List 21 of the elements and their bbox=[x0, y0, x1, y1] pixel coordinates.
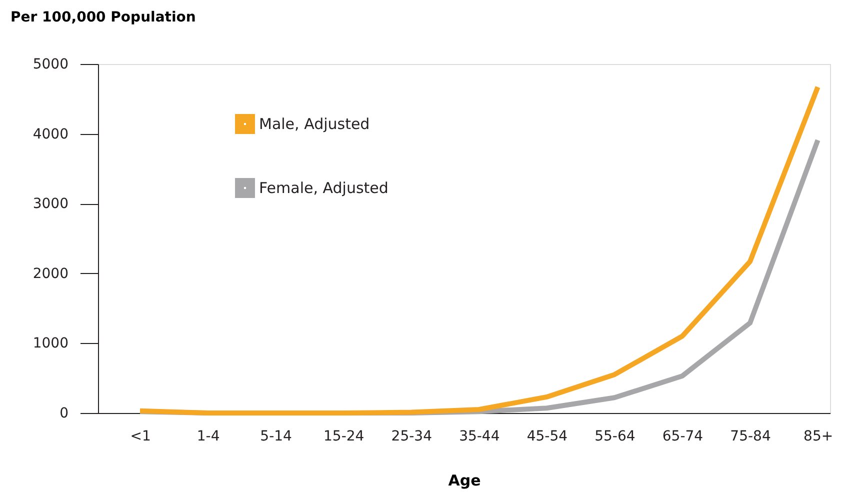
x-tick-label: 15-24 bbox=[324, 428, 364, 444]
x-tick-label: 35-44 bbox=[459, 428, 500, 444]
y-tick-label: 3000 bbox=[32, 196, 68, 212]
x-tick-label: 65-74 bbox=[662, 428, 704, 444]
y-tick-label: 4000 bbox=[32, 126, 68, 142]
x-tick-label: 55-64 bbox=[594, 428, 636, 444]
x-tick-label: <1 bbox=[130, 428, 151, 444]
y-tick-label: 2000 bbox=[32, 266, 68, 282]
y-tick-label: 0 bbox=[60, 406, 68, 422]
x-axis-title: Age bbox=[448, 472, 481, 490]
x-tick-label: 5-14 bbox=[260, 428, 292, 444]
x-tick-label: 45-54 bbox=[526, 428, 568, 444]
y-tick-label: 1000 bbox=[32, 336, 68, 352]
y-tick-label: 5000 bbox=[32, 56, 68, 72]
legend-label: Male, Adjusted bbox=[259, 115, 370, 133]
x-tick-label: 85+ bbox=[804, 428, 834, 444]
legend-label: Female, Adjusted bbox=[259, 179, 388, 197]
y-axis-title: Per 100,000 Population bbox=[10, 10, 196, 26]
x-tick-label: 25-34 bbox=[391, 428, 432, 444]
x-tick-label: 1-4 bbox=[196, 428, 220, 444]
x-tick-label: 75-84 bbox=[730, 428, 771, 444]
